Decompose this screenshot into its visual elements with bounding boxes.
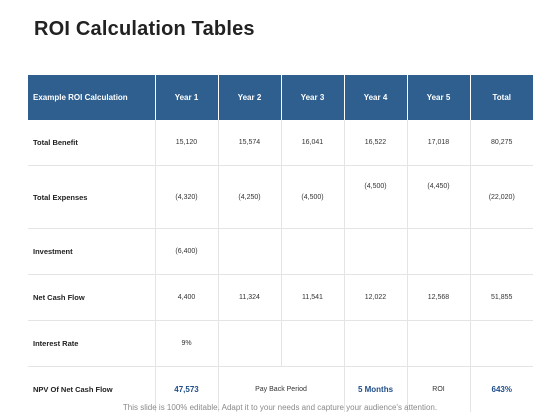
row-label: Investment [28,228,155,275]
table-row-investment: Investment (6,400) [28,228,533,275]
footer-note: This slide is 100% editable. Adapt it to… [122,403,438,412]
payback-period-label: Pay Back Period [217,366,344,412]
column-header-year-5: Year 5 [406,75,470,120]
roi-value: 643% [469,366,533,412]
column-header-example: Example ROI Calculation [28,75,155,120]
table-cell: 11,324 [217,274,281,321]
table-cell: 80,275 [469,120,533,166]
table-row-total-expenses: Total Expenses (4,320) (4,250) (4,500) (… [28,165,533,229]
table-cell: (4,250) [217,165,281,229]
table-cell: (4,500) [343,165,407,229]
row-label: Total Expenses [28,165,155,229]
column-header-year-4: Year 4 [343,75,407,120]
payback-period-value: 5 Months [343,366,407,412]
row-label: Net Cash Flow [28,274,155,321]
roi-label: ROI [406,366,470,412]
roi-table: Example ROI Calculation Year 1 Year 2 Ye… [28,75,533,412]
table-row-net-cash-flow: Net Cash Flow 4,400 11,324 11,541 12,022… [28,274,533,321]
table-cell: 51,855 [469,274,533,321]
table-header-row: Example ROI Calculation Year 1 Year 2 Ye… [28,75,533,120]
column-header-year-1: Year 1 [154,75,218,120]
table-cell: 16,522 [343,120,407,166]
table-cell [406,228,470,275]
column-header-total: Total [469,75,533,120]
table-cell [280,320,344,367]
column-header-year-2: Year 2 [217,75,281,120]
table-cell: (4,500) [280,165,344,229]
table-cell: 12,022 [343,274,407,321]
table-cell: 12,568 [406,274,470,321]
table-cell: 4,400 [154,274,218,321]
table-cell: 15,120 [154,120,218,166]
table-cell: 17,018 [406,120,470,166]
table-cell: (22,020) [469,165,533,229]
table-cell: 11,541 [280,274,344,321]
table-cell: 16,041 [280,120,344,166]
table-cell: (4,450) [406,165,470,229]
table-row-interest-rate: Interest Rate 9% [28,320,533,367]
page-title: ROI Calculation Tables [34,18,255,40]
table-cell [469,320,533,367]
column-header-year-3: Year 3 [280,75,344,120]
table-cell: 9% [154,320,218,367]
row-label: Interest Rate [28,320,155,367]
row-label: Total Benefit [33,138,78,147]
table-row-total-benefit: Total Benefit 15,120 15,574 16,041 16,52… [28,120,533,166]
row-label: NPV Of Net Cash Flow [28,366,155,412]
table-cell: 15,574 [217,120,281,166]
npv-value: 47,573 [154,366,218,412]
table-cell [469,228,533,275]
table-cell: (6,400) [154,228,218,275]
table-cell [280,228,344,275]
table-cell [343,320,407,367]
table-cell [406,320,470,367]
table-cell [343,228,407,275]
table-cell: (4,320) [154,165,218,229]
table-row-npv: NPV Of Net Cash Flow 47,573 Pay Back Per… [28,366,533,412]
table-cell [217,320,281,367]
table-cell [217,228,281,275]
